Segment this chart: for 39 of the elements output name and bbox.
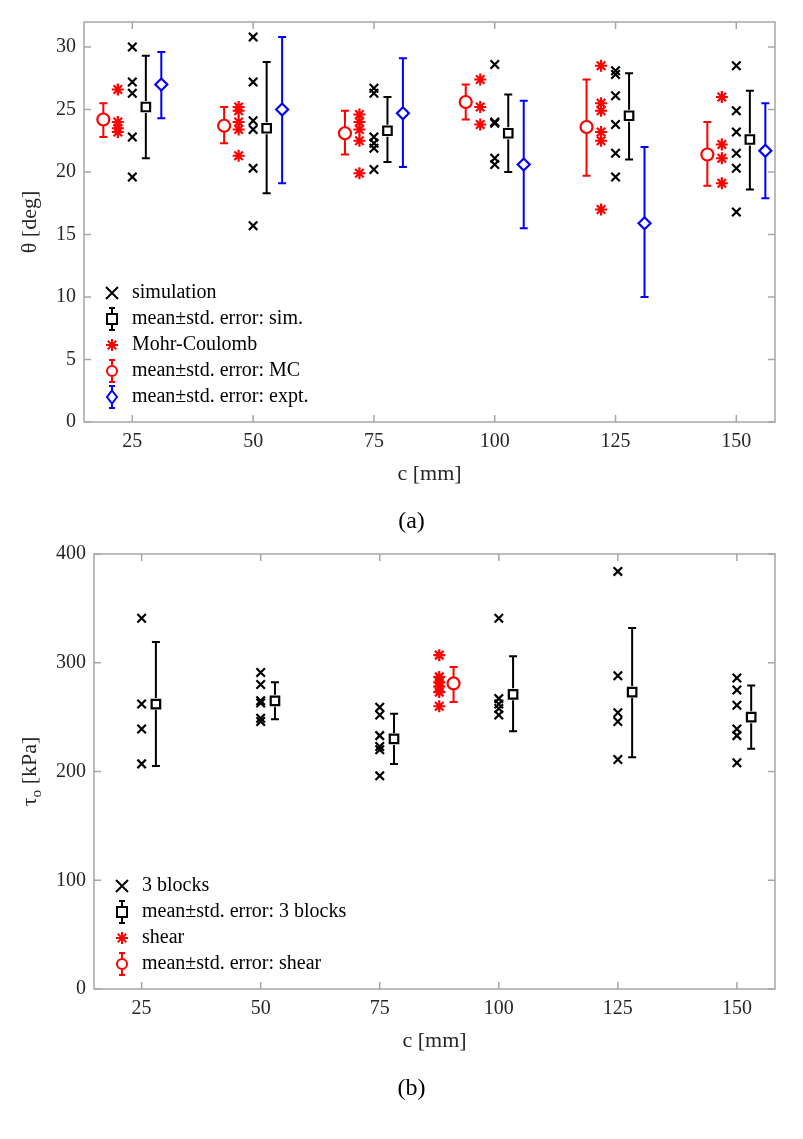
- y-axis-title: θ [deg]: [15, 190, 41, 254]
- x-tick-label: 50: [250, 996, 271, 1019]
- x-axis-title: c [mm]: [397, 459, 462, 485]
- legend-label: 3 blocks: [142, 873, 210, 896]
- x-tick-label: 150: [721, 429, 752, 452]
- y-tick-label: 20: [56, 159, 76, 182]
- legend-label: mean±std. error: MC: [132, 358, 301, 381]
- x-tick-label: 150: [721, 996, 752, 1019]
- y-tick-label: 25: [56, 96, 76, 119]
- x-tick-label: 100: [483, 996, 514, 1019]
- legend-label: mean±std. error: sim.: [132, 306, 303, 329]
- y-tick-label: 400: [56, 541, 86, 564]
- x-tick-label: 100: [479, 429, 510, 452]
- legend-label: shear: [142, 925, 185, 948]
- legend-label: mean±std. error: shear: [142, 951, 322, 974]
- y-tick-label: 30: [56, 34, 76, 57]
- x-tick-label: 50: [243, 429, 264, 452]
- y-tick-label: 10: [56, 284, 76, 307]
- x-axis-title: c [mm]: [402, 1026, 467, 1052]
- legend-label: mean±std. error: 3 blocks: [142, 899, 347, 922]
- y-tick-label: 200: [56, 758, 86, 781]
- y-tick-label: 0: [76, 976, 86, 999]
- text: (a): [397, 507, 426, 534]
- x-tick-label: 125: [602, 996, 633, 1019]
- legend-label: Mohr-Coulomb: [132, 332, 258, 355]
- x-tick-label: 125: [600, 429, 631, 452]
- x-tick-label: 75: [363, 429, 384, 452]
- x-tick-label: 25: [131, 996, 152, 1019]
- legend-label: mean±std. error: expt.: [132, 384, 309, 408]
- y-tick-label: 100: [56, 867, 86, 890]
- y-axis-title: τo [kPa]: [15, 736, 44, 807]
- y-tick-label: 0: [66, 409, 76, 432]
- text: (b): [396, 1074, 427, 1101]
- y-tick-label: 300: [56, 650, 86, 672]
- x-tick-label: 25: [122, 429, 143, 452]
- y-tick-label: 15: [56, 221, 76, 244]
- y-tick-label: 5: [66, 346, 76, 369]
- legend-label: simulation: [132, 280, 217, 303]
- x-tick-label: 75: [369, 996, 390, 1019]
